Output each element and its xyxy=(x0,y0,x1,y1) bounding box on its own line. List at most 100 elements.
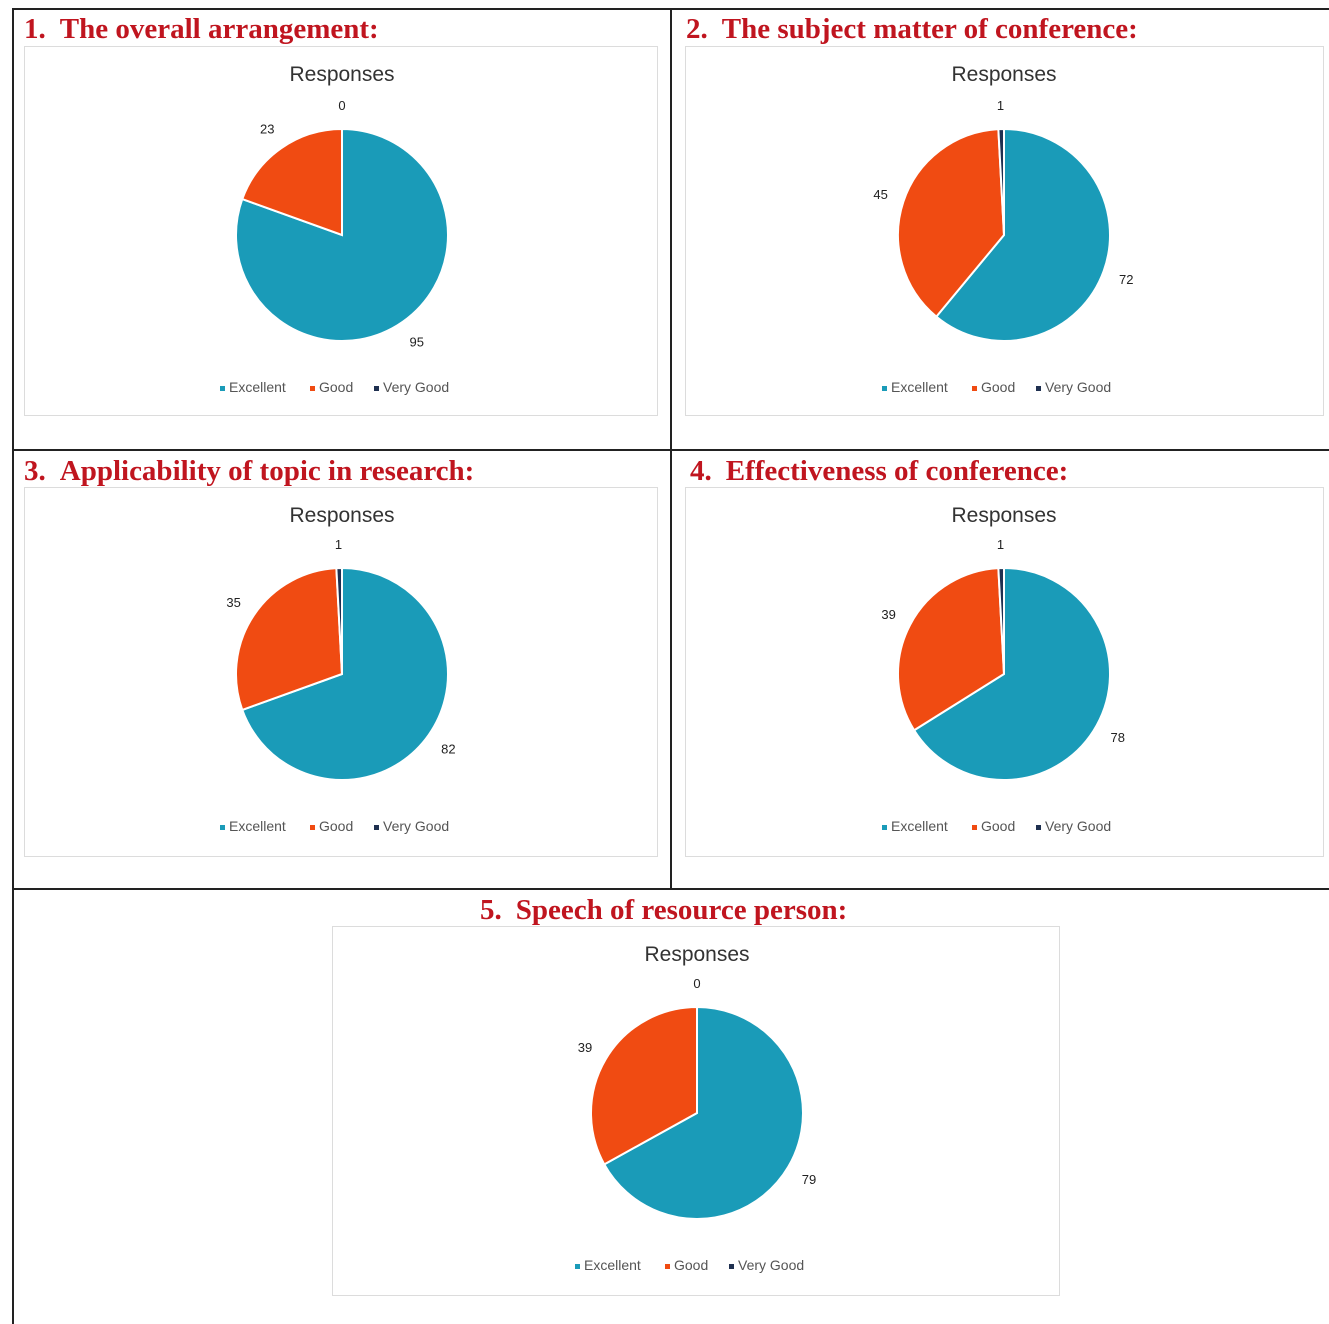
pie-slice-good xyxy=(897,128,1006,319)
pie-slice-excellent xyxy=(912,566,1111,781)
section-number: 5. xyxy=(480,894,502,926)
grid-row1-divider xyxy=(12,449,1329,451)
data-label: 0 xyxy=(693,976,700,991)
legend-marker xyxy=(972,825,977,830)
legend-marker xyxy=(1036,825,1041,830)
legend-label: Excellent xyxy=(229,818,286,834)
legend-label: Good xyxy=(981,379,1015,395)
legend-marker xyxy=(374,825,379,830)
pie-slice-very-good xyxy=(997,566,1005,675)
data-label: 1 xyxy=(997,537,1004,552)
grid-left-border xyxy=(12,8,14,1324)
data-label: 23 xyxy=(260,122,274,137)
chart-title: Responses xyxy=(644,943,749,966)
pie-chart-5: Responses 79 39 0 Excellent Good Very Good xyxy=(332,926,1060,1296)
legend-marker xyxy=(310,825,315,830)
section-title: The overall arrangement: xyxy=(59,13,379,45)
pie-chart-1: Responses 95 23 0 Excellent Good Very Good xyxy=(24,46,658,416)
data-label: 95 xyxy=(409,334,423,349)
section-heading-3: 3. Applicability of topic in research: xyxy=(24,457,474,486)
legend-label: Very Good xyxy=(1045,379,1111,395)
pie-slice-excellent xyxy=(241,566,449,781)
legend: Excellent Good Very Good xyxy=(882,818,1111,834)
pie-slices xyxy=(235,566,449,781)
legend-label: Very Good xyxy=(1045,818,1111,834)
pie-chart-svg: Responses 82 35 1 Excellent Good Very Good xyxy=(220,504,456,834)
pie-slices xyxy=(897,127,1111,342)
pie-chart-4: Responses 78 39 1 Excellent Good Very Good xyxy=(685,487,1324,857)
legend-label: Good xyxy=(981,818,1015,834)
legend-label: Excellent xyxy=(584,1257,641,1273)
pie-slice-good xyxy=(590,1005,698,1166)
data-label: 72 xyxy=(1119,272,1133,287)
section-heading-4: 4. Effectiveness of conference: xyxy=(690,457,1068,486)
section-number: 1. xyxy=(24,13,46,45)
legend-label: Very Good xyxy=(383,379,449,395)
legend-marker xyxy=(220,386,225,391)
legend: Excellent Good Very Good xyxy=(220,379,449,395)
legend-label: Excellent xyxy=(891,379,948,395)
data-label: 1 xyxy=(997,98,1004,113)
data-label: 79 xyxy=(802,1172,816,1187)
legend-label: Good xyxy=(319,818,353,834)
section-number: 4. xyxy=(690,455,712,487)
chart-title: Responses xyxy=(951,63,1056,86)
legend-marker xyxy=(665,1264,670,1269)
legend-marker xyxy=(882,825,887,830)
section-title: Effectiveness of conference: xyxy=(725,455,1069,487)
data-label: 45 xyxy=(873,187,887,202)
pie-slices xyxy=(590,1005,804,1220)
legend-label: Good xyxy=(319,379,353,395)
grid-row2-divider xyxy=(12,888,1329,890)
section-number: 3. xyxy=(24,455,46,487)
pie-slices xyxy=(897,566,1111,781)
legend-marker xyxy=(310,386,315,391)
section-title: Speech of resource person: xyxy=(515,894,848,926)
data-label: 1 xyxy=(335,537,342,552)
legend-label: Excellent xyxy=(229,379,286,395)
pie-chart-3: Responses 82 35 1 Excellent Good Very Good xyxy=(24,487,658,857)
data-label: 82 xyxy=(441,742,455,757)
data-label: 39 xyxy=(881,607,895,622)
chart-title: Responses xyxy=(951,504,1056,527)
section-number: 2. xyxy=(686,13,708,45)
pie-slice-good xyxy=(235,567,344,712)
section-heading-1: 1. The overall arrangement: xyxy=(24,15,379,44)
pie-slice-good xyxy=(241,127,343,237)
pie-chart-svg: Responses 95 23 0 Excellent Good Very Good xyxy=(220,63,449,395)
pie-chart-svg: Responses 72 45 1 Excellent Good Very Good xyxy=(873,63,1133,395)
legend-marker xyxy=(1036,386,1041,391)
section-heading-2: 2. The subject matter of conference: xyxy=(686,15,1138,44)
pie-chart-2: Responses 72 45 1 Excellent Good Very Good xyxy=(685,46,1324,416)
legend-marker xyxy=(374,386,379,391)
legend: Excellent Good Very Good xyxy=(882,379,1111,395)
data-label: 35 xyxy=(226,595,240,610)
pie-slice-very-good xyxy=(997,127,1005,236)
section-title: The subject matter of conference: xyxy=(721,13,1138,45)
section-title: Applicability of topic in research: xyxy=(59,455,475,487)
pie-slices xyxy=(235,127,449,342)
pie-slice-excellent xyxy=(934,127,1111,342)
legend-marker xyxy=(575,1264,580,1269)
pie-slice-very-good xyxy=(335,566,343,675)
legend: Excellent Good Very Good xyxy=(220,818,449,834)
legend-label: Excellent xyxy=(891,818,948,834)
legend-marker xyxy=(729,1264,734,1269)
legend-label: Very Good xyxy=(738,1257,804,1273)
chart-title: Responses xyxy=(289,504,394,527)
pie-slice-good xyxy=(897,567,1006,732)
data-label: 39 xyxy=(578,1040,592,1055)
legend-label: Good xyxy=(674,1257,708,1273)
data-label: 0 xyxy=(338,98,345,113)
data-label: 78 xyxy=(1110,730,1124,745)
pie-chart-svg: Responses 78 39 1 Excellent Good Very Good xyxy=(881,504,1125,834)
legend-label: Very Good xyxy=(383,818,449,834)
legend-marker xyxy=(972,386,977,391)
legend: Excellent Good Very Good xyxy=(575,1257,804,1273)
legend-marker xyxy=(882,386,887,391)
section-heading-5: 5. Speech of resource person: xyxy=(480,896,847,925)
pie-chart-svg: Responses 79 39 0 Excellent Good Very Good xyxy=(575,943,816,1273)
pie-slice-excellent xyxy=(602,1005,804,1220)
chart-title: Responses xyxy=(289,63,394,86)
legend-marker xyxy=(220,825,225,830)
